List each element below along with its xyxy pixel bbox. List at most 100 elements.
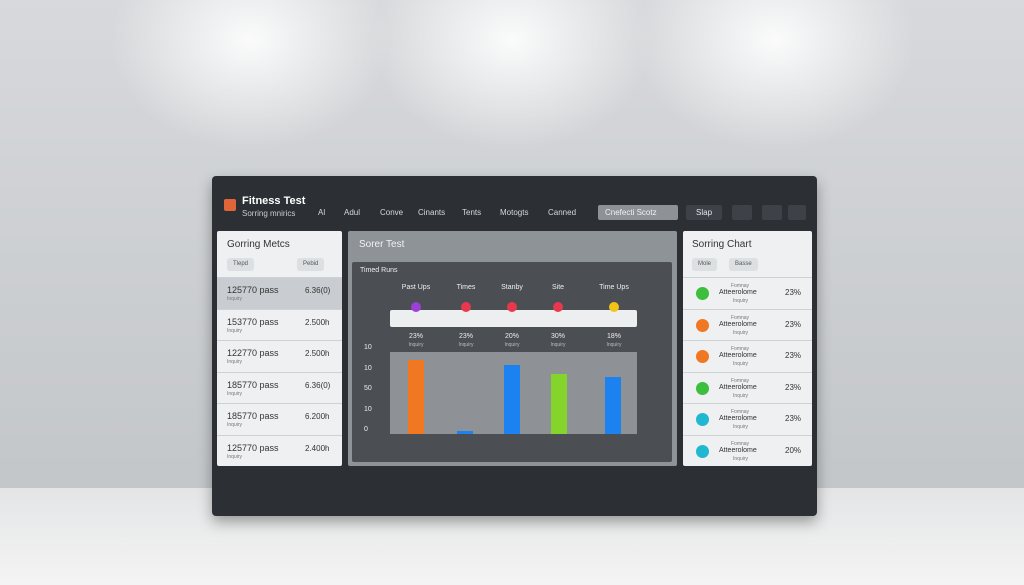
row-value: 23% [785, 351, 802, 360]
middle-panel: Sorer Test Timed Runs Past Ups 23% Inquiry… [348, 231, 677, 466]
column-percent: 23% [458, 333, 473, 340]
nav-item[interactable]: Cinants [418, 208, 446, 217]
right-panel: Sorring Chart Mole Basse Fomnay Atteerolome… [683, 231, 812, 466]
row-name: 125770 pass [227, 285, 279, 295]
row-sub: Inquiry [227, 453, 243, 460]
row-sub: Inquiry [227, 359, 243, 365]
panel-title: Sorer Test [359, 239, 405, 250]
app-window: Fitness Test Sorring mnirics Cnefecti Sc… [212, 176, 817, 516]
search-icon[interactable] [732, 205, 752, 220]
metric-row[interactable]: 185770 pass Inquiry 6.36(0) [217, 371, 342, 404]
row-value: 23% [785, 414, 802, 423]
row-icon [696, 381, 709, 395]
row-sub: Inquiry [227, 390, 243, 397]
row-value: 23% [785, 382, 802, 392]
filter-chip[interactable]: Mole [692, 258, 718, 271]
nav-item[interactable]: Conve [380, 208, 404, 217]
chart-row[interactable]: Fomnay Atteerolome Inquiry 23% [683, 340, 812, 372]
row-name: Atteerolome [719, 320, 757, 328]
app-subtitle: Sorring mnirics [242, 209, 296, 218]
logo [224, 199, 236, 211]
metric-row[interactable]: 185770 pass Inquiry 6.200h [217, 403, 342, 435]
metric-row[interactable]: 125770 pass Inquiry 6.36(0) [217, 277, 342, 309]
column-label: Time Ups [599, 284, 629, 291]
status-dot [507, 302, 517, 312]
column-sub: Inquiry [504, 342, 520, 348]
row-sub: Inquiry [227, 296, 243, 302]
nav-item[interactable]: Canned [548, 208, 577, 217]
edit-icon[interactable] [762, 205, 782, 220]
bar [605, 377, 621, 434]
column-percent: 23% [408, 333, 423, 340]
status-dot [411, 302, 421, 312]
filter-chip[interactable]: Pebid [297, 258, 325, 271]
chart-card: Timed Runs Past Ups 23% Inquiry Times 23% Inq… [352, 262, 672, 462]
row-top: Fomnay [731, 440, 750, 447]
action-button[interactable] [686, 205, 722, 220]
row-top: Fomnay [731, 314, 750, 321]
column-label: Site [551, 284, 565, 291]
row-value: 2.400h [305, 443, 330, 453]
row-value: 6.36(0) [305, 286, 331, 295]
nav-item[interactable]: Tents [462, 208, 482, 217]
left-panel: Gorring Metcs Tlepd Pebid 125770 pass Inqui… [217, 231, 342, 466]
row-sub: Inquiry [733, 424, 749, 430]
filter-chip[interactable]: Tlepd [227, 258, 255, 271]
row-top: Fomnay [731, 409, 750, 415]
row-sub: Inquiry [227, 422, 243, 428]
column-percent: 20% [504, 333, 519, 340]
y-label: 10 [364, 364, 372, 372]
y-label: 10 [364, 405, 372, 413]
row-name: Atteerolome [719, 415, 757, 422]
y-label: 50 [364, 385, 372, 392]
column-label: Past Ups [401, 284, 431, 291]
column-sub: Inquiry [408, 342, 424, 348]
column-label: Stanby [501, 284, 523, 291]
column-percent: 18% [606, 333, 621, 340]
metric-row[interactable]: 122770 pass Inquiry 2.500h [217, 340, 342, 372]
row-sub: Inquiry [733, 392, 749, 399]
panel-title: Gorring Metcs [227, 239, 290, 250]
row-top: Fomnay [731, 346, 750, 352]
row-icon [696, 287, 709, 300]
row-name: Atteerolome [719, 446, 757, 454]
search-box[interactable] [598, 205, 678, 220]
filter-chip[interactable]: Basse [729, 258, 758, 271]
metric-row[interactable]: 125770 pass Inquiry 2.400h [217, 434, 342, 467]
row-icon [696, 318, 709, 332]
row-name: Atteerolome [719, 289, 757, 296]
nav-item[interactable]: Motogts [500, 208, 529, 217]
nav-item[interactable]: Al [318, 208, 326, 217]
bar [551, 374, 567, 434]
menu-icon[interactable] [788, 205, 806, 220]
row-value: 20% [785, 445, 802, 455]
bar [408, 360, 424, 434]
chart-row[interactable]: Fomnay Atteerolome Inquiry 23% [683, 277, 812, 309]
row-name: Atteerolome [719, 352, 757, 359]
status-dot [553, 302, 563, 312]
row-icon [696, 350, 709, 363]
column-label: Times [456, 284, 476, 291]
row-icon [696, 444, 709, 458]
row-sub: Inquiry [733, 455, 749, 462]
status-dot [461, 302, 471, 312]
row-value: 6.36(0) [305, 380, 331, 390]
row-icon [696, 413, 709, 426]
status-dot [609, 302, 619, 312]
button-text: Slap [696, 208, 713, 217]
row-value: 6.200h [305, 412, 330, 421]
nav-item[interactable]: Adul [344, 208, 361, 217]
row-name: 122770 pass [227, 348, 279, 358]
column-percent: 30% [550, 333, 565, 340]
metric-row[interactable]: 153770 pass Inquiry 2.500h [217, 308, 342, 341]
column-sub: Inquiry [550, 342, 566, 348]
chart-row[interactable]: Fomnay Atteerolome Inquiry 23% [683, 371, 812, 404]
row-name: 185770 pass [227, 379, 279, 390]
bar [457, 431, 473, 434]
chart-row[interactable]: Fomnay Atteerolome Inquiry 23% [683, 403, 812, 435]
row-sub: Inquiry [733, 298, 749, 304]
chart-row[interactable]: Fomnay Atteerolome Inquiry 20% [683, 434, 812, 467]
chart-row[interactable]: Fomnay Atteerolome Inquiry 23% [683, 308, 812, 341]
column-sub: Inquiry [606, 342, 622, 348]
row-value: 2.500h [305, 349, 330, 358]
